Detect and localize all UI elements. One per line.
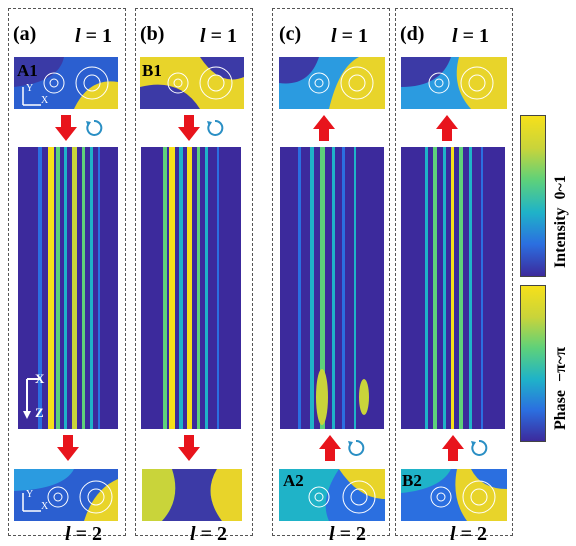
rotation-arrow-icon [348,439,365,456]
panel-b: (b) l = 1 B1 [135,8,253,545]
top-l-value: l = 1 [200,25,237,47]
red-arrow-up [442,435,464,461]
top-l-value: l = 1 [75,25,112,47]
panel-label: (c) [279,23,302,45]
svg-text:X: X [35,371,45,386]
panel-d: (d) l = 1 [395,8,513,545]
panel-label: (b) [140,23,165,45]
bottom-tag: A2 [283,471,304,490]
red-arrow-down [178,435,200,461]
bottom-l-value: l = 2 [190,523,227,545]
panel-label: (a) [13,23,37,45]
axis-xz: X Z [23,371,45,420]
phase-map-top [279,57,385,109]
red-arrow-down [178,115,200,141]
bottom-l-value: l = 2 [65,523,102,545]
phase-map-top [140,57,244,109]
svg-text:Y: Y [26,489,33,500]
axis-xy-top: Y X [22,83,49,106]
bottom-l-value: l = 2 [450,523,487,545]
phase-map-top [401,57,507,109]
top-l-value: l = 1 [331,25,368,47]
phase-colorbar-label: Phase −π~π [552,347,569,430]
intensity-colorbar-label: Intensity 0~1 [552,175,569,268]
red-arrow-up [313,115,335,141]
panel-c: (c) l = 1 [272,8,390,545]
phase-colorbar [520,285,546,442]
red-arrow-down [55,115,77,141]
phase-map-bottom [14,469,118,521]
intensity-map [141,147,241,429]
intensity-map [280,147,384,429]
intensity-colorbar [520,115,546,277]
phase-map-bottom [279,469,385,521]
top-tag: A1 [17,61,38,80]
intensity-map [18,147,118,429]
top-l-value: l = 1 [452,25,489,47]
axis-xy-bottom: Y X [22,489,49,512]
red-arrow-up [436,115,458,141]
red-arrow-up [319,435,341,461]
bottom-tag: B2 [402,471,422,490]
panel-a: (a) l = 1 A1 Y X [8,8,126,545]
svg-text:Y: Y [26,83,33,94]
svg-text:X: X [41,501,49,512]
rotation-arrow-icon [207,119,224,136]
phase-map-bottom [142,469,242,521]
red-arrow-down [57,435,79,461]
panel-label: (d) [400,23,425,45]
phase-map-top [14,57,118,109]
rotation-arrow-icon [86,119,103,136]
top-tag: B1 [142,61,162,80]
rotation-arrow-icon [471,439,488,456]
bottom-l-value: l = 2 [329,523,366,545]
phase-map-bottom [401,469,507,521]
svg-text:X: X [41,95,49,106]
svg-text:Z: Z [35,405,44,420]
intensity-map [401,147,505,429]
